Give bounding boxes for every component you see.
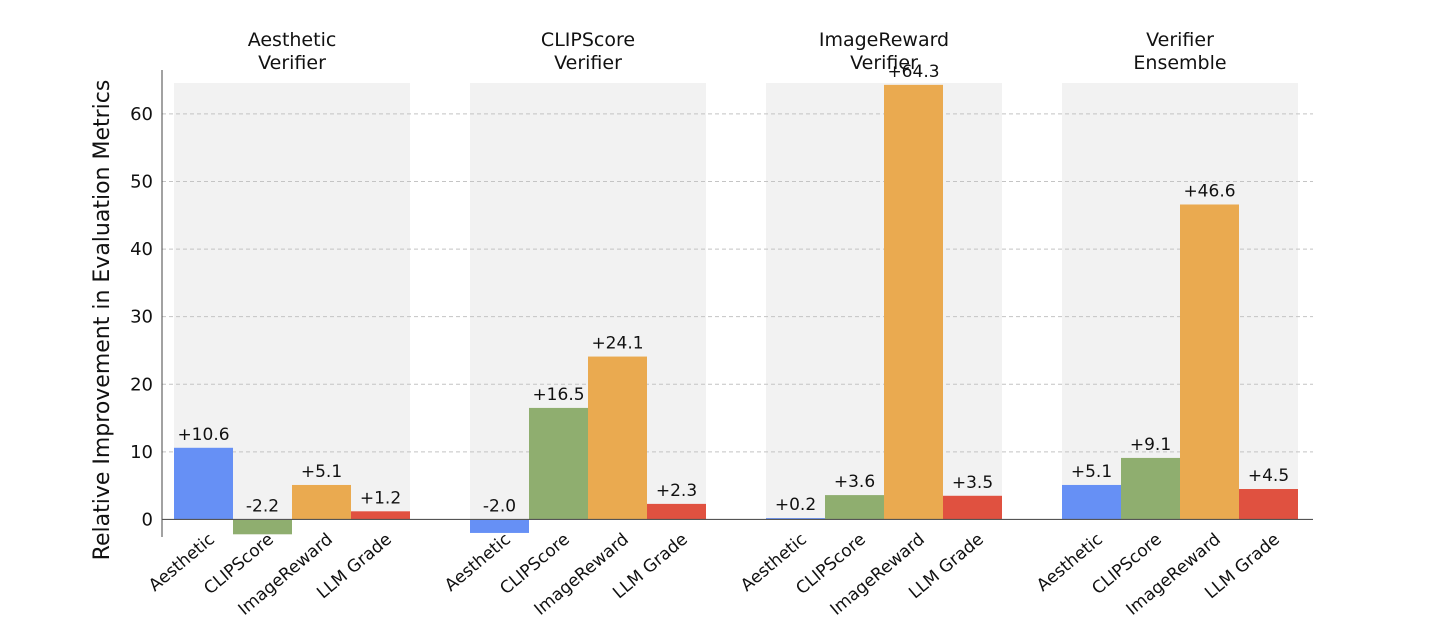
y-tick-label-50: 50 bbox=[130, 172, 153, 193]
value-label: -2.2 bbox=[246, 496, 279, 516]
value-label: +0.2 bbox=[775, 495, 816, 515]
group-title-line: Verifier bbox=[850, 52, 918, 74]
y-tick-label-20: 20 bbox=[130, 374, 153, 395]
value-label: -2.0 bbox=[483, 496, 516, 516]
y-gridlines bbox=[162, 113, 1313, 453]
bar-2-aesthetic bbox=[470, 519, 529, 533]
y-axis-title: Relative Improvement in Evaluation Metri… bbox=[90, 80, 115, 561]
axes bbox=[161, 70, 1313, 537]
value-label: +9.1 bbox=[1130, 435, 1171, 455]
bar-1-imagereward bbox=[292, 484, 351, 520]
bar-4-clipscore bbox=[1121, 457, 1180, 520]
value-label: +2.3 bbox=[656, 481, 697, 501]
value-label: +3.5 bbox=[952, 473, 993, 493]
group-background-1 bbox=[174, 83, 410, 520]
group-backgrounds bbox=[174, 83, 1298, 520]
bar-1-clipscore bbox=[233, 519, 292, 535]
bars bbox=[174, 84, 1298, 535]
group-title-line: Verifier bbox=[258, 52, 326, 74]
group-title-line: Ensemble bbox=[1133, 52, 1226, 74]
group-title-3: ImageReward Verifier bbox=[819, 29, 949, 74]
bar-1-aesthetic bbox=[174, 447, 233, 520]
group-title-line: ImageReward bbox=[819, 29, 949, 51]
bar-1-llm-grade bbox=[351, 511, 410, 520]
group-title-2: CLIPScore Verifier bbox=[541, 29, 635, 74]
y-tick-label-0: 0 bbox=[142, 509, 153, 530]
value-label: +24.1 bbox=[591, 334, 643, 354]
bar-3-clipscore bbox=[825, 495, 884, 520]
y-tick-label-10: 10 bbox=[130, 442, 153, 463]
group-title-line: Verifier bbox=[1146, 29, 1214, 51]
bar-3-imagereward bbox=[884, 84, 943, 520]
value-label: +16.5 bbox=[532, 385, 584, 405]
group-title-4: Verifier Ensemble bbox=[1133, 29, 1226, 74]
value-label: +64.3 bbox=[887, 62, 939, 82]
group-title-line: Verifier bbox=[554, 52, 622, 74]
value-label: +5.1 bbox=[1071, 462, 1112, 482]
group-title-line: CLIPScore bbox=[541, 29, 635, 51]
bar-4-llm-grade bbox=[1239, 489, 1298, 520]
bar-3-aesthetic bbox=[766, 518, 825, 520]
group-title-line: Aesthetic bbox=[248, 29, 337, 51]
group-title-1: Aesthetic Verifier bbox=[248, 29, 337, 74]
bar-2-llm-grade bbox=[647, 503, 706, 520]
y-tick-label-30: 30 bbox=[130, 307, 153, 328]
value-label: +3.6 bbox=[834, 472, 875, 492]
bar-4-imagereward bbox=[1180, 204, 1239, 520]
value-label: +4.5 bbox=[1248, 466, 1289, 486]
bar-3-llm-grade bbox=[943, 495, 1002, 520]
value-label: +1.2 bbox=[360, 488, 401, 508]
value-label: +5.1 bbox=[301, 462, 342, 482]
y-tick-label-60: 60 bbox=[130, 104, 153, 125]
bar-4-aesthetic bbox=[1062, 484, 1121, 520]
bar-2-clipscore bbox=[529, 407, 588, 520]
value-label: +46.6 bbox=[1183, 181, 1235, 201]
value-label: +10.6 bbox=[177, 425, 229, 445]
y-tick-label-40: 40 bbox=[130, 239, 153, 260]
bar-2-imagereward bbox=[588, 356, 647, 520]
